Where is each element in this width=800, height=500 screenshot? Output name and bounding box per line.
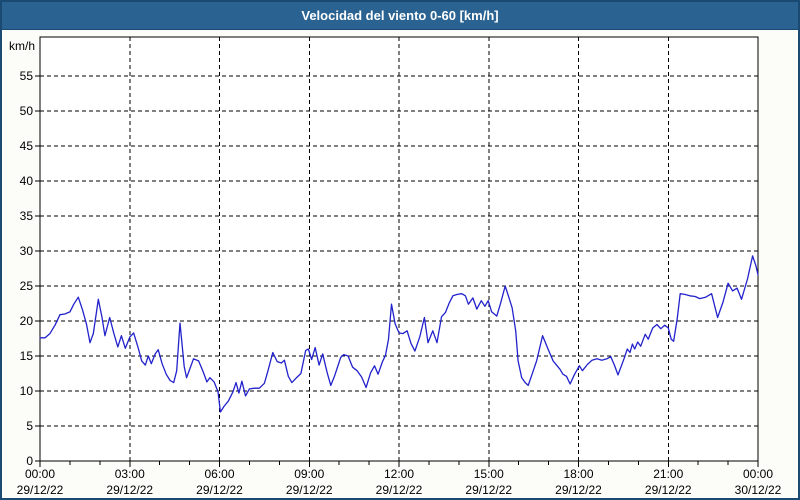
x-tick-date-label: 29/12/22 bbox=[555, 483, 602, 497]
x-tick-date-label: 29/12/22 bbox=[645, 483, 692, 497]
x-tick-time-label: 09:00 bbox=[294, 467, 324, 481]
x-tick-date-label: 29/12/22 bbox=[106, 483, 153, 497]
wind-speed-chart: 0 5 10 15 20 25 30 35 40 45 50 55 km/h 00:00 29/12/22 0… bbox=[9, 36, 782, 497]
y-tick-label: 10 bbox=[20, 384, 34, 398]
x-tick-date-label: 29/12/22 bbox=[465, 483, 512, 497]
chart-title-bar: Velocidad del viento 0-60 [km/h] bbox=[2, 2, 798, 30]
y-tick-label: 40 bbox=[20, 174, 34, 188]
x-tick-date-label: 30/12/22 bbox=[735, 483, 782, 497]
y-tick-label: 20 bbox=[20, 314, 34, 328]
chart-title: Velocidad del viento 0-60 [km/h] bbox=[301, 8, 499, 23]
y-tick-label: 15 bbox=[20, 349, 34, 363]
y-tick-label: 55 bbox=[20, 69, 34, 83]
x-tick-time-label: 00:00 bbox=[743, 467, 773, 481]
wind-speed-line bbox=[39, 255, 759, 413]
x-tick-date-label: 29/12/22 bbox=[196, 483, 243, 497]
x-tick-date-label: 29/12/22 bbox=[286, 483, 333, 497]
x-tick-time-label: 15:00 bbox=[474, 467, 504, 481]
chart-area: 0 5 10 15 20 25 30 35 40 45 50 55 km/h 00:00 29/12/22 0… bbox=[2, 30, 798, 498]
x-tick-time-label: 18:00 bbox=[563, 467, 593, 481]
y-tick-label: 35 bbox=[20, 209, 34, 223]
y-tick-label: 5 bbox=[26, 419, 33, 433]
x-tick-time-label: 00:00 bbox=[25, 467, 55, 481]
x-tick-time-label: 06:00 bbox=[204, 467, 234, 481]
x-tick-time-label: 03:00 bbox=[115, 467, 145, 481]
y-tick-label: 30 bbox=[20, 244, 34, 258]
plot-border bbox=[39, 36, 759, 462]
y-tick-label: 50 bbox=[20, 104, 34, 118]
x-tick-time-label: 12:00 bbox=[384, 467, 414, 481]
y-tick-label: 25 bbox=[20, 279, 34, 293]
x-tick-date-label: 29/12/22 bbox=[376, 483, 423, 497]
x-tick-date-label: 29/12/22 bbox=[17, 483, 64, 497]
y-axis-unit-label: km/h bbox=[9, 39, 35, 53]
x-tick-time-label: 21:00 bbox=[653, 467, 683, 481]
y-tick-label: 0 bbox=[26, 454, 33, 468]
y-tick-label: 45 bbox=[20, 139, 34, 153]
